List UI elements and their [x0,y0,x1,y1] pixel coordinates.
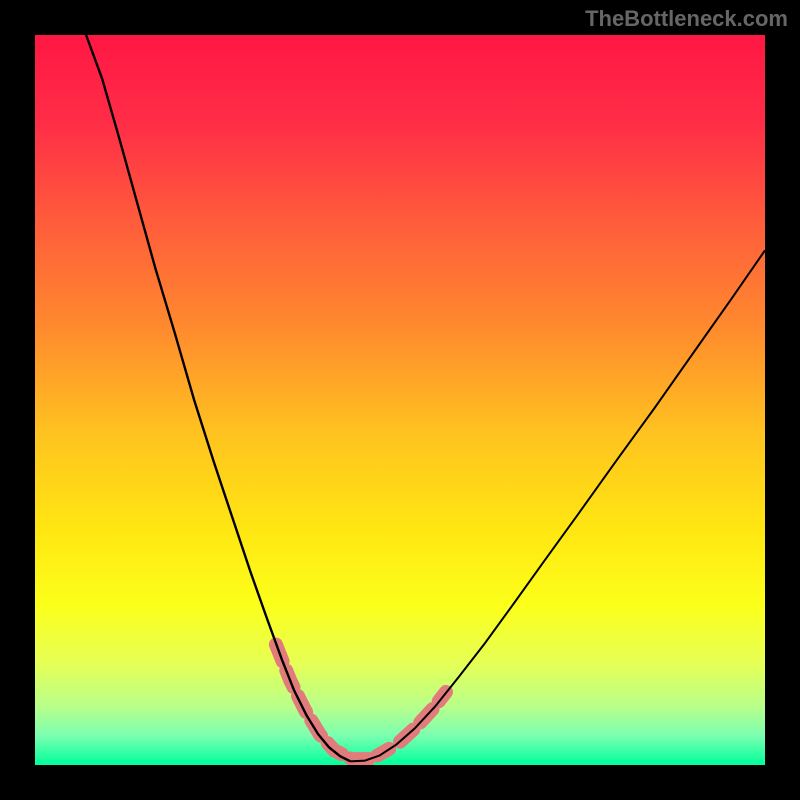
highlight-segment-left [276,645,389,760]
curve-layer [35,35,765,765]
watermark-text: TheBottleneck.com [585,6,788,32]
bottleneck-curve-left [86,35,350,761]
bottleneck-curve-right [350,250,765,761]
plot-area [35,35,765,765]
